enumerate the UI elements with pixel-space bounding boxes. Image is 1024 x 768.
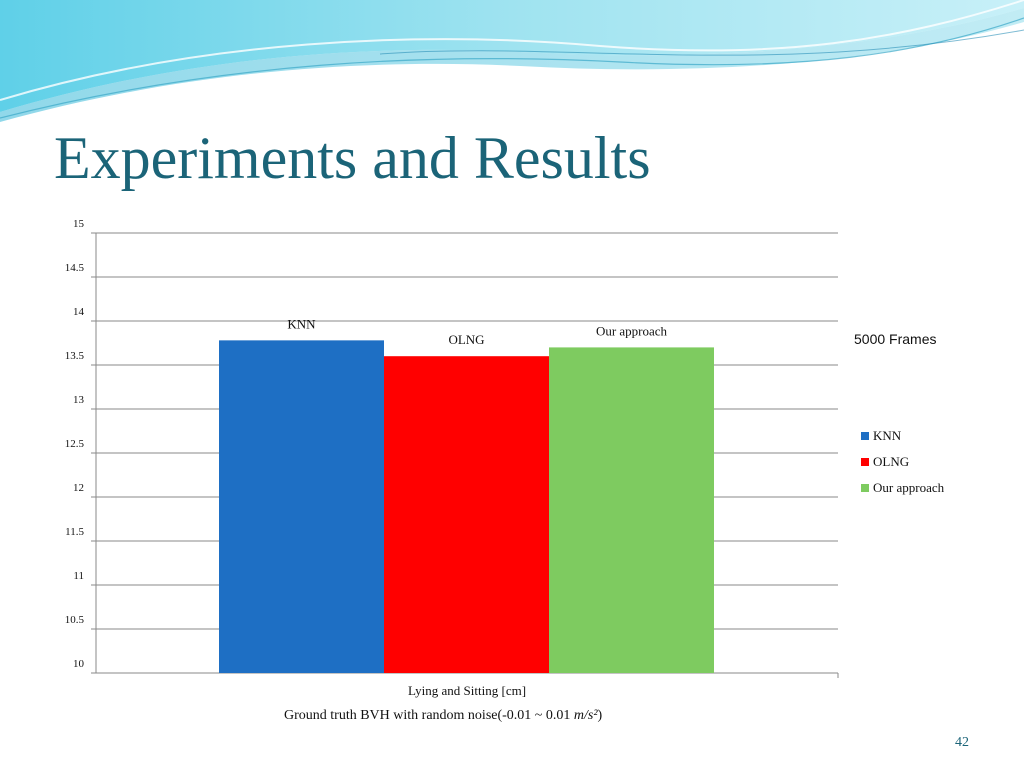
caption-close: ) bbox=[597, 708, 603, 723]
bar-our-approach bbox=[549, 347, 714, 673]
y-tick-label: 11 bbox=[73, 570, 84, 582]
y-tick-label: 14.5 bbox=[65, 262, 85, 274]
data-label: OLNG bbox=[448, 332, 484, 347]
legend-swatch bbox=[861, 432, 869, 440]
y-tick-label: 10.5 bbox=[65, 614, 85, 626]
frames-note: 5000 Frames bbox=[854, 331, 937, 347]
y-tick-label: 12.5 bbox=[65, 438, 85, 450]
caption-text: Ground truth BVH with random noise(-0.01… bbox=[284, 708, 574, 723]
data-label: KNN bbox=[287, 316, 316, 331]
y-tick-label: 14 bbox=[73, 306, 85, 318]
header-wave-decoration bbox=[0, 0, 1024, 122]
bar-olng bbox=[384, 356, 549, 673]
y-tick-label: 10 bbox=[73, 658, 85, 670]
y-tick-label: 13 bbox=[73, 394, 85, 406]
legend-swatch bbox=[861, 484, 869, 492]
chart-caption: Ground truth BVH with random noise(-0.01… bbox=[284, 708, 602, 724]
y-tick-label: 11.5 bbox=[65, 526, 84, 538]
y-tick-label: 12 bbox=[73, 482, 84, 494]
page-number: 42 bbox=[955, 735, 969, 750]
y-tick-label: 13.5 bbox=[65, 350, 85, 362]
legend-label: OLNG bbox=[873, 454, 909, 469]
legend-swatch bbox=[861, 458, 869, 466]
x-axis-label: Lying and Sitting [cm] bbox=[408, 683, 526, 698]
legend-label: Our approach bbox=[873, 480, 945, 495]
data-label: Our approach bbox=[596, 323, 668, 338]
bar-knn bbox=[219, 340, 384, 673]
caption-unit: m/s² bbox=[573, 708, 598, 723]
legend-label: KNN bbox=[873, 428, 902, 443]
y-tick-label: 15 bbox=[73, 218, 85, 230]
page-title: Experiments and Results bbox=[54, 125, 651, 191]
